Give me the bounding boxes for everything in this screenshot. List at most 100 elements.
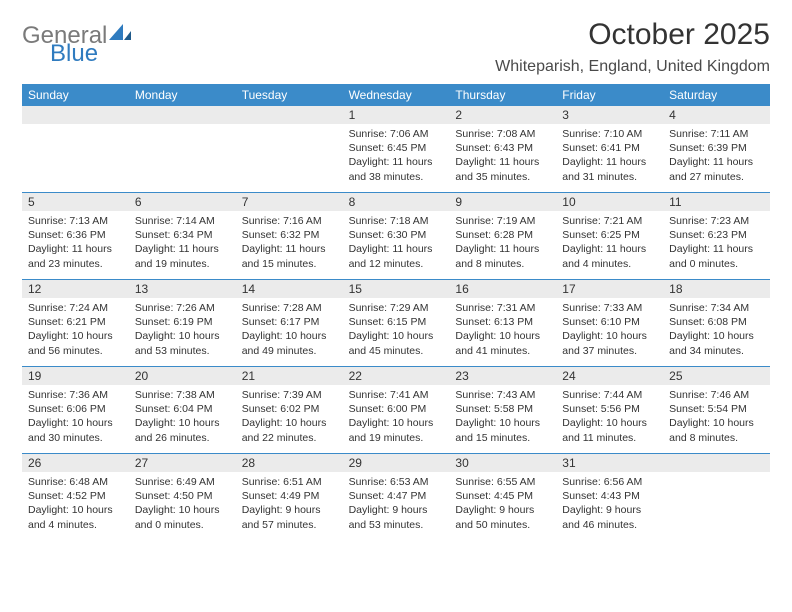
day-number: 29 <box>343 454 450 472</box>
daylight-text: Daylight: 10 hours and 0 minutes. <box>135 503 230 531</box>
day-number: 15 <box>343 280 450 298</box>
day-details: Sunrise: 7:11 AMSunset: 6:39 PMDaylight:… <box>663 124 770 188</box>
day-number: 26 <box>22 454 129 472</box>
day-details: Sunrise: 7:10 AMSunset: 6:41 PMDaylight:… <box>556 124 663 188</box>
day-details: Sunrise: 7:13 AMSunset: 6:36 PMDaylight:… <box>22 211 129 275</box>
day-cell: 24Sunrise: 7:44 AMSunset: 5:56 PMDayligh… <box>556 367 663 453</box>
day-cell: 11Sunrise: 7:23 AMSunset: 6:23 PMDayligh… <box>663 193 770 279</box>
day-number: 4 <box>663 106 770 124</box>
sunrise-text: Sunrise: 7:18 AM <box>349 214 444 228</box>
day-details: Sunrise: 7:36 AMSunset: 6:06 PMDaylight:… <box>22 385 129 449</box>
daylight-text: Daylight: 9 hours and 53 minutes. <box>349 503 444 531</box>
sunrise-text: Sunrise: 7:34 AM <box>669 301 764 315</box>
day-header-row: Sunday Monday Tuesday Wednesday Thursday… <box>22 84 770 106</box>
daylight-text: Daylight: 11 hours and 31 minutes. <box>562 155 657 183</box>
day-details: Sunrise: 7:08 AMSunset: 6:43 PMDaylight:… <box>449 124 556 188</box>
day-number: 8 <box>343 193 450 211</box>
day-number: 17 <box>556 280 663 298</box>
day-number: 9 <box>449 193 556 211</box>
sunset-text: Sunset: 6:25 PM <box>562 228 657 242</box>
location-text: Whiteparish, England, United Kingdom <box>495 58 770 76</box>
day-details: Sunrise: 7:39 AMSunset: 6:02 PMDaylight:… <box>236 385 343 449</box>
sunset-text: Sunset: 5:56 PM <box>562 402 657 416</box>
sunset-text: Sunset: 6:15 PM <box>349 315 444 329</box>
sunrise-text: Sunrise: 7:23 AM <box>669 214 764 228</box>
daylight-text: Daylight: 10 hours and 19 minutes. <box>349 416 444 444</box>
day-number: 10 <box>556 193 663 211</box>
dayhead-fri: Friday <box>556 84 663 106</box>
sunrise-text: Sunrise: 7:28 AM <box>242 301 337 315</box>
weeks-container: 1Sunrise: 7:06 AMSunset: 6:45 PMDaylight… <box>22 106 770 540</box>
sunset-text: Sunset: 6:30 PM <box>349 228 444 242</box>
day-cell: 23Sunrise: 7:43 AMSunset: 5:58 PMDayligh… <box>449 367 556 453</box>
sunrise-text: Sunrise: 7:08 AM <box>455 127 550 141</box>
day-cell: 17Sunrise: 7:33 AMSunset: 6:10 PMDayligh… <box>556 280 663 366</box>
day-details: Sunrise: 6:55 AMSunset: 4:45 PMDaylight:… <box>449 472 556 536</box>
sunset-text: Sunset: 6:23 PM <box>669 228 764 242</box>
daylight-text: Daylight: 10 hours and 30 minutes. <box>28 416 123 444</box>
sunset-text: Sunset: 6:39 PM <box>669 141 764 155</box>
dayhead-tue: Tuesday <box>236 84 343 106</box>
day-cell: 18Sunrise: 7:34 AMSunset: 6:08 PMDayligh… <box>663 280 770 366</box>
day-cell: 20Sunrise: 7:38 AMSunset: 6:04 PMDayligh… <box>129 367 236 453</box>
sunset-text: Sunset: 6:17 PM <box>242 315 337 329</box>
daylight-text: Daylight: 11 hours and 35 minutes. <box>455 155 550 183</box>
day-cell <box>129 106 236 192</box>
sunrise-text: Sunrise: 7:39 AM <box>242 388 337 402</box>
day-cell: 7Sunrise: 7:16 AMSunset: 6:32 PMDaylight… <box>236 193 343 279</box>
sunrise-text: Sunrise: 6:51 AM <box>242 475 337 489</box>
day-details: Sunrise: 7:44 AMSunset: 5:56 PMDaylight:… <box>556 385 663 449</box>
week-row: 19Sunrise: 7:36 AMSunset: 6:06 PMDayligh… <box>22 366 770 453</box>
sunset-text: Sunset: 6:10 PM <box>562 315 657 329</box>
sunrise-text: Sunrise: 7:36 AM <box>28 388 123 402</box>
sunrise-text: Sunrise: 7:38 AM <box>135 388 230 402</box>
day-cell: 29Sunrise: 6:53 AMSunset: 4:47 PMDayligh… <box>343 454 450 540</box>
day-number: 19 <box>22 367 129 385</box>
day-details: Sunrise: 6:51 AMSunset: 4:49 PMDaylight:… <box>236 472 343 536</box>
day-details: Sunrise: 6:49 AMSunset: 4:50 PMDaylight:… <box>129 472 236 536</box>
day-cell: 15Sunrise: 7:29 AMSunset: 6:15 PMDayligh… <box>343 280 450 366</box>
sunset-text: Sunset: 6:34 PM <box>135 228 230 242</box>
day-number: 22 <box>343 367 450 385</box>
calendar-page: General Blue October 2025 Whiteparish, E… <box>0 0 792 540</box>
day-details: Sunrise: 7:31 AMSunset: 6:13 PMDaylight:… <box>449 298 556 362</box>
day-details: Sunrise: 6:56 AMSunset: 4:43 PMDaylight:… <box>556 472 663 536</box>
day-number: 7 <box>236 193 343 211</box>
sunset-text: Sunset: 4:45 PM <box>455 489 550 503</box>
daylight-text: Daylight: 10 hours and 41 minutes. <box>455 329 550 357</box>
day-number: 6 <box>129 193 236 211</box>
logo: General Blue <box>22 18 131 72</box>
dayhead-wed: Wednesday <box>343 84 450 106</box>
day-details: Sunrise: 7:14 AMSunset: 6:34 PMDaylight:… <box>129 211 236 275</box>
sunrise-text: Sunrise: 7:13 AM <box>28 214 123 228</box>
sunrise-text: Sunrise: 7:31 AM <box>455 301 550 315</box>
daylight-text: Daylight: 10 hours and 45 minutes. <box>349 329 444 357</box>
day-number-empty <box>129 106 236 124</box>
day-number: 14 <box>236 280 343 298</box>
day-details: Sunrise: 7:34 AMSunset: 6:08 PMDaylight:… <box>663 298 770 362</box>
daylight-text: Daylight: 10 hours and 8 minutes. <box>669 416 764 444</box>
day-details: Sunrise: 7:06 AMSunset: 6:45 PMDaylight:… <box>343 124 450 188</box>
sunset-text: Sunset: 6:06 PM <box>28 402 123 416</box>
day-cell: 25Sunrise: 7:46 AMSunset: 5:54 PMDayligh… <box>663 367 770 453</box>
logo-text-blue: Blue <box>50 40 98 67</box>
sunrise-text: Sunrise: 7:24 AM <box>28 301 123 315</box>
day-cell: 16Sunrise: 7:31 AMSunset: 6:13 PMDayligh… <box>449 280 556 366</box>
day-number: 27 <box>129 454 236 472</box>
day-cell: 9Sunrise: 7:19 AMSunset: 6:28 PMDaylight… <box>449 193 556 279</box>
day-cell: 1Sunrise: 7:06 AMSunset: 6:45 PMDaylight… <box>343 106 450 192</box>
sunset-text: Sunset: 5:58 PM <box>455 402 550 416</box>
sunset-text: Sunset: 6:43 PM <box>455 141 550 155</box>
day-details: Sunrise: 7:24 AMSunset: 6:21 PMDaylight:… <box>22 298 129 362</box>
day-number-empty <box>663 454 770 472</box>
daylight-text: Daylight: 11 hours and 15 minutes. <box>242 242 337 270</box>
week-row: 26Sunrise: 6:48 AMSunset: 4:52 PMDayligh… <box>22 453 770 540</box>
sunrise-text: Sunrise: 6:49 AM <box>135 475 230 489</box>
sunset-text: Sunset: 4:50 PM <box>135 489 230 503</box>
sunset-text: Sunset: 6:08 PM <box>669 315 764 329</box>
day-number: 25 <box>663 367 770 385</box>
day-cell: 27Sunrise: 6:49 AMSunset: 4:50 PMDayligh… <box>129 454 236 540</box>
day-details: Sunrise: 7:29 AMSunset: 6:15 PMDaylight:… <box>343 298 450 362</box>
day-cell: 26Sunrise: 6:48 AMSunset: 4:52 PMDayligh… <box>22 454 129 540</box>
day-number-empty <box>236 106 343 124</box>
